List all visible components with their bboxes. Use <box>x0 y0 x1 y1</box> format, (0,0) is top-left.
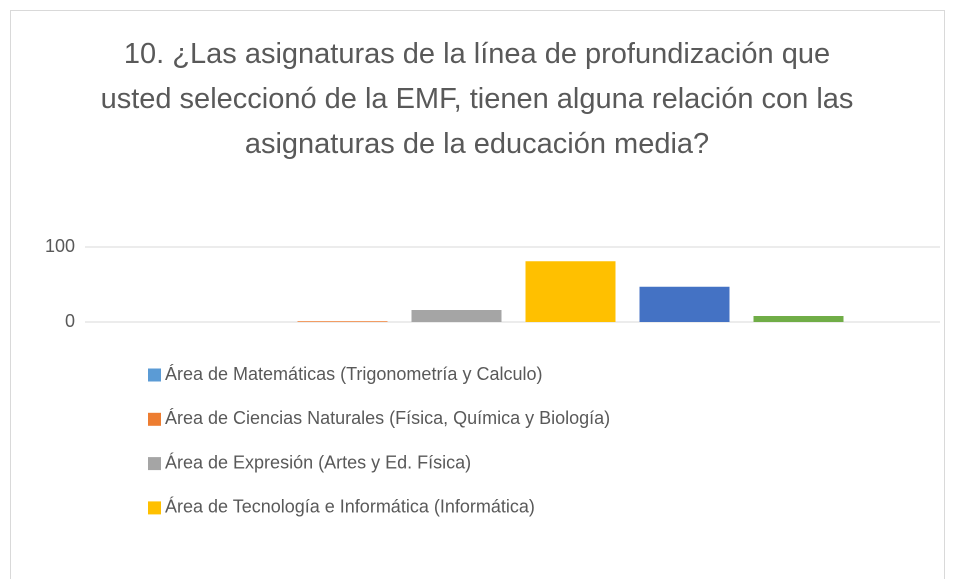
bar <box>411 310 502 322</box>
legend-swatch <box>148 368 161 382</box>
legend-swatch <box>148 457 161 471</box>
bar <box>753 316 844 322</box>
legend-label: Área de Matemáticas (Trigonometría y Cal… <box>165 364 542 384</box>
y-tick-label: 100 <box>45 236 75 256</box>
bar <box>297 321 388 322</box>
bar <box>525 261 616 322</box>
chart-title: 10. ¿Las asignaturas de la línea de prof… <box>100 38 854 160</box>
y-tick-label: 0 <box>65 311 75 331</box>
bar <box>639 286 730 322</box>
legend-label: Área de Ciencias Naturales (Física, Quím… <box>165 408 610 428</box>
legend-label: Área de Tecnología e Informática (Inform… <box>165 497 535 517</box>
legend-swatch <box>148 412 161 426</box>
legend-label: Área de Expresión (Artes y Ed. Física) <box>165 452 471 472</box>
legend-swatch <box>148 501 161 515</box>
chart-border <box>10 10 945 579</box>
